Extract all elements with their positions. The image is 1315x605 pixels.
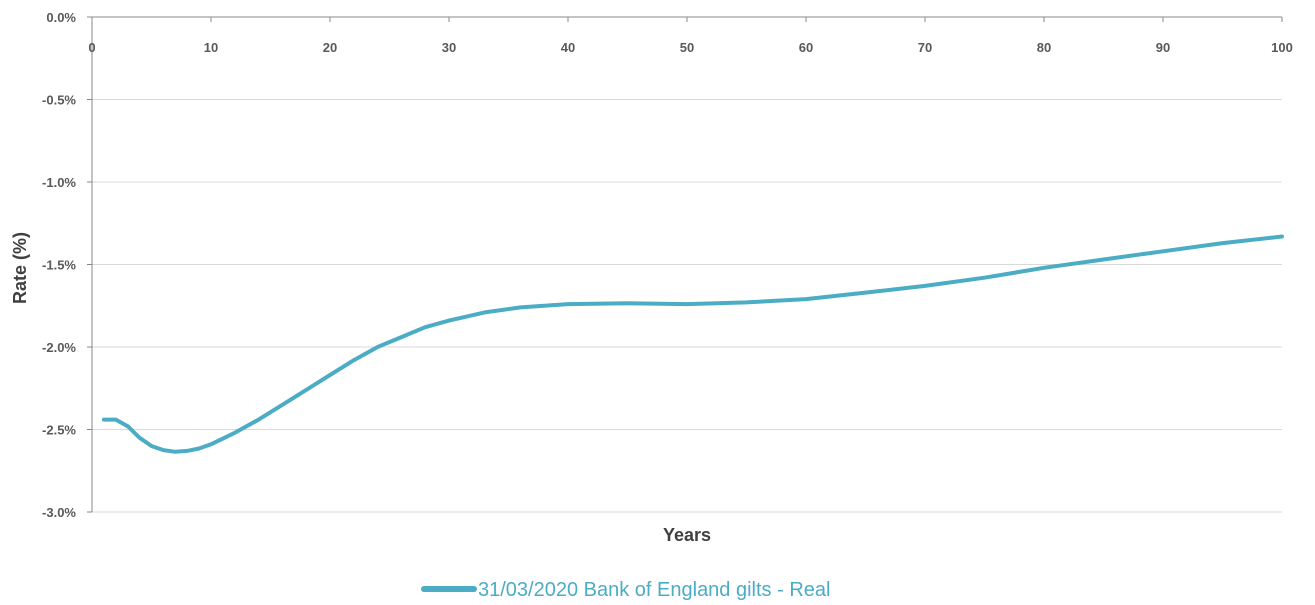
x-tick-label: 100 — [1271, 40, 1293, 55]
x-tick-label: 20 — [323, 40, 337, 55]
y-axis-title: Rate (%) — [10, 232, 30, 304]
y-tick-label: 0.0% — [46, 10, 76, 25]
legend: 31/03/2020 Bank of England gilts - Real — [421, 579, 830, 601]
x-tick-label: 10 — [204, 40, 218, 55]
y-tick-label: -3.0% — [42, 505, 76, 520]
y-ticks: 0.0% -0.5% -1.0% -1.5% -2.0% -2.5% -3.0% — [42, 10, 92, 520]
x-tick-label: 40 — [561, 40, 575, 55]
y-tick-label: -2.5% — [42, 423, 76, 438]
x-ticks: 0 10 20 30 40 50 60 70 80 90 100 — [88, 17, 1293, 55]
x-tick-label: 0 — [88, 40, 95, 55]
y-tick-label: -1.5% — [42, 258, 76, 273]
x-tick-label: 80 — [1037, 40, 1051, 55]
gridlines — [92, 99, 1282, 513]
x-axis-title: Years — [663, 525, 711, 545]
series — [101, 234, 1284, 454]
x-tick-label: 50 — [680, 40, 694, 55]
y-tick-label: -2.0% — [42, 340, 76, 355]
y-tick-label: -1.0% — [42, 175, 76, 190]
x-tick-label: 90 — [1156, 40, 1170, 55]
x-tick-label: 60 — [799, 40, 813, 55]
x-tick-label: 30 — [442, 40, 456, 55]
x-tick-label: 70 — [918, 40, 932, 55]
y-tick-label: -0.5% — [42, 93, 76, 108]
series-line-0 — [101, 234, 1284, 454]
legend-label: 31/03/2020 Bank of England gilts - Real — [478, 579, 830, 601]
